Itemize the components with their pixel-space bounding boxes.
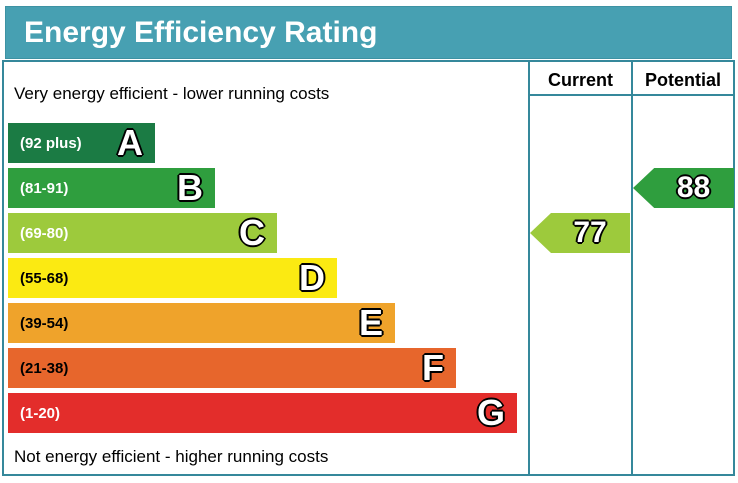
current-column-header: Current: [547, 70, 613, 90]
band-range-label: (1-20): [20, 404, 61, 422]
band-row-e: (39-54) E: [8, 303, 395, 343]
band-range-label: (92 plus): [20, 134, 82, 152]
band-row-d: (55-68) D: [8, 258, 337, 298]
potential-column-header: Potential: [644, 70, 721, 90]
band-letter: D: [299, 257, 325, 298]
current-rating-value: 77: [573, 216, 607, 249]
band-range-label: (39-54): [20, 314, 69, 332]
potential-rating-arrow: 88: [633, 168, 734, 208]
page-title: Energy Efficiency Rating: [24, 16, 378, 49]
band-letter: A: [117, 122, 143, 163]
band-row-a: (92 plus) A: [8, 123, 155, 163]
band-range-label: (21-38): [20, 359, 69, 377]
band-letter: G: [476, 392, 505, 433]
header-underline: [528, 94, 735, 96]
title-banner: Energy Efficiency Rating: [5, 6, 732, 59]
current-column-divider: [528, 60, 530, 476]
band-letter: E: [358, 302, 383, 343]
band-range-label: (69-80): [20, 224, 69, 242]
band-letter: C: [239, 212, 265, 253]
potential-column-divider: [631, 60, 633, 476]
band-range-label: (81-91): [20, 179, 69, 197]
band-range-label: (55-68): [20, 269, 69, 287]
band-row-g: (1-20) G: [8, 393, 517, 433]
band-letter: F: [422, 347, 444, 388]
current-rating-arrow: 77: [530, 213, 630, 253]
band-row-c: (69-80) C: [8, 213, 277, 253]
caption-not-efficient: Not energy efficient - higher running co…: [14, 447, 329, 466]
caption-very-efficient: Very energy efficient - lower running co…: [14, 84, 330, 103]
band-row-f: (21-38) F: [8, 348, 456, 388]
band-letter: B: [177, 167, 203, 208]
band-row-b: (81-91) B: [8, 168, 215, 208]
potential-rating-value: 88: [676, 171, 711, 204]
